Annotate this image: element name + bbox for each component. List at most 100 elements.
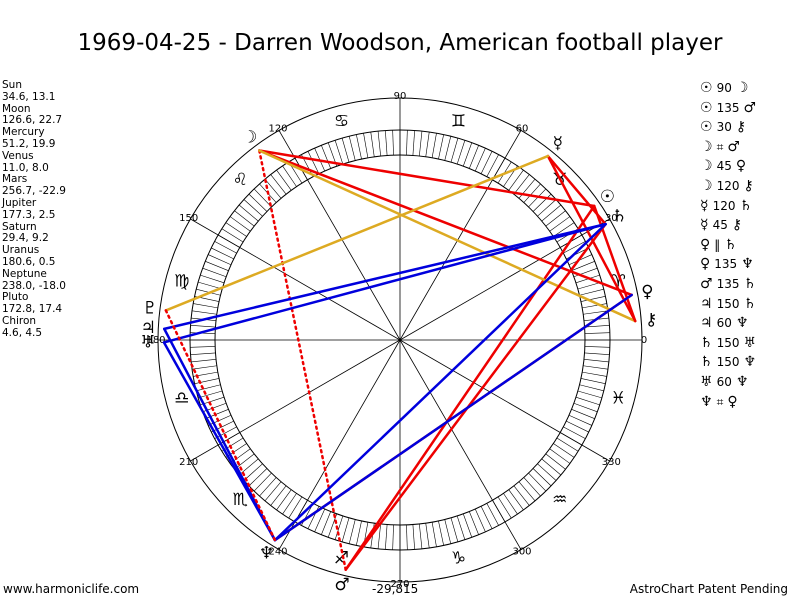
aspect-line-moon-venus	[258, 149, 633, 297]
degree-tick	[486, 154, 499, 177]
planet-name-uranus: Uranus	[2, 244, 40, 257]
chiron-icon: ⚷	[645, 310, 657, 330]
sign-pisces-icon: ♓	[611, 388, 626, 408]
aspect-body-2: ♄	[739, 197, 753, 214]
degree-tick	[200, 274, 225, 284]
degree-tick	[334, 140, 344, 165]
aspect-line-mars-saturn	[344, 222, 607, 571]
aspect-row: ☿ 120 ♄	[700, 197, 756, 217]
degree-tick	[474, 148, 486, 172]
aspect-angle: 135	[714, 257, 738, 272]
planet-name-neptune: Neptune	[2, 267, 47, 280]
degree-tick	[497, 496, 512, 519]
planet-positions-list: Sun 34.6, 13.1 Moon 126.6, 22.7 Mercury 51.2,…	[2, 79, 66, 340]
degree-tick	[469, 145, 479, 169]
degree-tick	[370, 132, 375, 157]
degree-tick	[450, 138, 459, 163]
aspect-body-1: ☉	[700, 119, 713, 136]
aspect-body-1: ♃	[700, 295, 713, 312]
sign-spoke	[399, 339, 610, 462]
planet-name-chiron: Chiron	[2, 314, 37, 327]
degree-tick	[518, 481, 536, 502]
degree-tick	[196, 384, 221, 392]
degree-tick	[513, 174, 530, 195]
aspect-body-1: ☽	[700, 177, 713, 194]
degree-tick	[248, 193, 268, 212]
sign-virgo-icon: ♍	[174, 272, 189, 292]
sign-spoke	[399, 130, 522, 341]
aspect-body-1: ♃	[700, 315, 713, 332]
degree-tick	[214, 241, 237, 254]
aspect-body-1: ☉	[700, 99, 713, 116]
degree-label-300: 300	[512, 546, 531, 557]
degree-tick	[385, 130, 388, 156]
degree-tick	[584, 325, 610, 328]
sign-leo-icon: ♌	[233, 170, 248, 190]
aspect-angle: 150	[716, 355, 740, 370]
degree-tick	[282, 165, 297, 187]
degree-tick	[583, 359, 609, 363]
planet-name-sun: Sun	[2, 79, 22, 91]
aspect-body-2: ♂	[727, 138, 740, 155]
aspect-row: ♃ 60 ♆	[700, 314, 756, 334]
degree-tick	[573, 402, 598, 413]
degree-tick	[341, 138, 350, 163]
aspect-angle: ‖	[714, 237, 721, 252]
planet-values-pluto: 172.8, 17.4	[2, 303, 63, 316]
aspect-row: ☉ 135 ♂	[700, 99, 756, 119]
degree-tick	[523, 477, 541, 497]
aspect-angle: 30	[716, 120, 732, 135]
degree-tick	[513, 485, 530, 506]
moon-icon: ☽	[242, 128, 257, 148]
sign-spoke	[190, 218, 401, 341]
aspect-row: ☉ 90 ☽	[700, 79, 756, 99]
sign-spoke	[190, 339, 401, 462]
mercury-icon: ☿	[553, 134, 563, 154]
degree-tick	[221, 228, 244, 243]
planet-name-pluto: Pluto	[2, 291, 29, 304]
aspect-line-pluto-neptune	[164, 309, 277, 542]
degree-tick	[321, 145, 331, 169]
degree-tick	[474, 508, 486, 532]
planet-name-mars: Mars	[2, 173, 28, 186]
degree-label-30: 30	[605, 213, 618, 224]
degree-tick	[363, 133, 369, 158]
aspect-line-pluto-mercury	[164, 154, 550, 312]
saturn-icon: ♄	[612, 206, 627, 226]
sign-spoke	[399, 339, 522, 550]
degree-tick	[486, 503, 499, 526]
sign-gemini-icon: ♊	[451, 112, 466, 132]
degree-tick	[253, 188, 272, 208]
degree-tick	[577, 390, 602, 399]
sign-aquarius-icon: ♒	[552, 490, 567, 510]
aspect-line-sun-moon	[258, 149, 596, 208]
aspect-line-uranus-neptune	[162, 341, 277, 542]
degree-tick	[243, 463, 263, 481]
degree-label-0: 0	[641, 335, 647, 346]
degree-tick	[532, 193, 552, 212]
aspect-body-2: ♀	[727, 393, 738, 410]
degree-tick	[191, 359, 217, 363]
planet-name-moon: Moon	[2, 102, 31, 115]
aspect-body-1: ☿	[700, 197, 709, 214]
degree-tick	[456, 140, 466, 165]
degree-tick	[431, 522, 437, 547]
aspect-row: ♃ 150 ♄	[700, 295, 756, 315]
degree-tick	[584, 352, 610, 355]
degree-label-150: 150	[179, 213, 198, 224]
degree-tick	[566, 420, 589, 433]
website-link[interactable]: www.harmoniclife.com	[3, 582, 140, 596]
aspect-body-2: ⚷	[735, 119, 747, 136]
degree-tick	[238, 204, 259, 222]
degree-tick	[190, 325, 216, 328]
aspect-row: ♄ 150 ♅	[700, 334, 756, 354]
degree-tick	[553, 443, 575, 458]
degree-tick	[377, 131, 381, 157]
degree-tick	[582, 371, 607, 377]
aspect-row: ♂ 135 ♄	[700, 275, 756, 295]
degree-tick	[419, 131, 423, 157]
degree-tick	[580, 378, 606, 384]
aspect-row: ♅ 60 ♆	[700, 373, 756, 393]
degree-label-270: 270	[390, 579, 409, 590]
